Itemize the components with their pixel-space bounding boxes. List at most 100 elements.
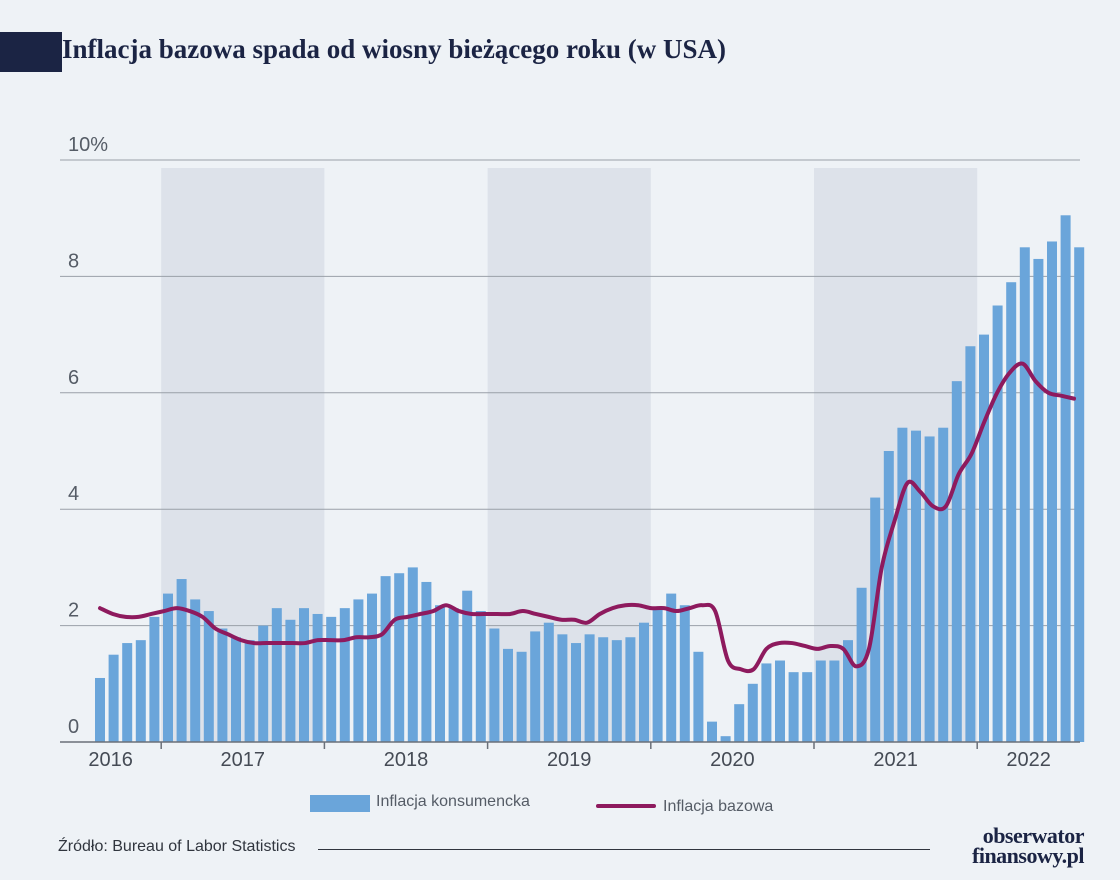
bar: [176, 579, 187, 742]
bar: [394, 573, 405, 742]
bar: [516, 651, 527, 742]
bar: [992, 305, 1003, 742]
bar: [299, 608, 309, 742]
bar: [203, 611, 214, 742]
bar: [326, 616, 337, 742]
title-accent-bar: [0, 32, 62, 72]
x-tick-label: 2016: [88, 749, 133, 771]
bar: [747, 683, 758, 742]
bar: [911, 430, 921, 742]
bar: [883, 451, 894, 742]
line-series: [98, 361, 1076, 674]
y-tick-label: 10%: [68, 134, 108, 156]
x-tick-label: 2017: [221, 749, 266, 771]
bar: [775, 660, 785, 742]
bar: [122, 643, 133, 742]
shade-band-2019: [487, 168, 651, 742]
bar: [1047, 241, 1057, 743]
bar: [802, 672, 813, 742]
y-tick-label: 8: [68, 250, 79, 272]
source-divider: [318, 849, 930, 850]
bar: [312, 613, 323, 742]
bar: [815, 660, 826, 742]
bar: [448, 608, 459, 742]
bar: [285, 619, 296, 742]
bar: [938, 427, 949, 742]
bar: [598, 637, 609, 742]
bar: [1060, 215, 1071, 743]
bar: [149, 616, 160, 742]
bar: [1019, 247, 1030, 743]
bar: [639, 622, 649, 742]
bar: [679, 605, 690, 742]
bar: [271, 608, 282, 742]
bar: [734, 704, 745, 742]
bar: [571, 643, 581, 742]
bar: [258, 625, 269, 742]
bar: [965, 346, 976, 742]
y-tick-label: 2: [68, 600, 79, 622]
bar: [1006, 282, 1017, 742]
x-tick-label: 2020: [710, 749, 755, 771]
x-axis: [60, 741, 1080, 749]
bar: [217, 628, 228, 742]
brand-logo: obserwator finansowy.pl: [944, 823, 1085, 868]
bar: [163, 593, 173, 742]
bar: [924, 436, 935, 742]
shade-band-2017: [161, 168, 325, 742]
bar: [788, 672, 799, 742]
bar: [666, 593, 677, 742]
legend-bar-swatch: [310, 795, 370, 812]
bar: [652, 608, 663, 742]
bar: [367, 593, 377, 742]
bar: [108, 654, 119, 742]
legend-line-label: Inflacja bazowa: [663, 798, 774, 815]
bar: [543, 622, 554, 742]
brand-line1: obserwator: [982, 823, 1085, 848]
bar: [625, 637, 636, 742]
legend-line-swatch: [596, 804, 656, 808]
bar: [503, 648, 513, 742]
bar: [95, 677, 105, 742]
axis-labels: 0 2 4 6 8 10% 2016 2017 2018 2019 2020 2021 2022: [68, 134, 1051, 771]
bar: [979, 334, 989, 742]
line-inflacja-bazowa: [98, 361, 1076, 674]
shaded-year-bands: [161, 168, 978, 742]
bar: [353, 599, 364, 742]
bar: [584, 634, 595, 742]
bar: [421, 581, 432, 742]
bar: [435, 605, 445, 742]
y-tick-label: 6: [68, 367, 79, 389]
x-tick-label: 2018: [384, 749, 429, 771]
bar: [951, 381, 962, 742]
bar: [407, 567, 418, 742]
bar: [720, 736, 731, 742]
x-tick-label: 2022: [1006, 749, 1051, 771]
bar: [135, 640, 146, 742]
x-tick-label: 2019: [547, 749, 592, 771]
bar: [530, 631, 541, 742]
bar: [190, 599, 201, 742]
bar: [1033, 258, 1044, 742]
bar: [475, 611, 486, 742]
y-tick-label: 0: [68, 716, 79, 738]
bar: [1074, 247, 1085, 743]
bar: [244, 640, 255, 742]
bar: [462, 590, 473, 742]
bar: [829, 660, 840, 742]
bar: [611, 640, 622, 742]
legend-bar-label: Inflacja konsumencka: [376, 793, 530, 810]
x-tick-label: 2021: [873, 749, 918, 771]
bar: [693, 651, 704, 742]
gridlines: [60, 159, 1080, 627]
y-tick-label: 4: [68, 483, 79, 505]
bar: [843, 640, 853, 742]
bar: [897, 427, 908, 742]
brand-line2: finansowy.pl: [972, 843, 1085, 868]
bar: [707, 721, 717, 742]
source-note: Źródło: Bureau of Labor Statistics: [58, 838, 296, 855]
bar: [489, 628, 500, 742]
bar: [231, 637, 241, 742]
bar: [761, 663, 772, 742]
